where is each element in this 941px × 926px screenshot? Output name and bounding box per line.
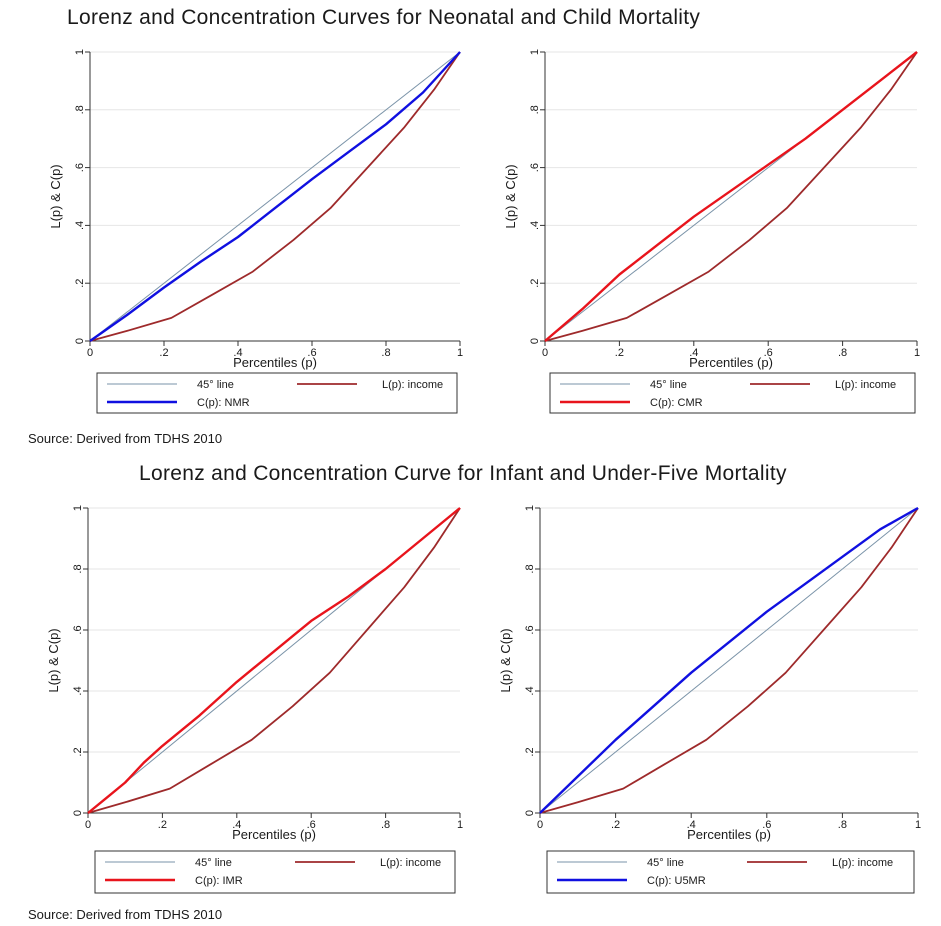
legend-label: C(p): NMR [197, 397, 250, 409]
legend-label: 45° line [197, 379, 234, 391]
x-tick-label: .8 [381, 347, 390, 359]
legend-label: 45° line [647, 857, 684, 869]
x-tick-label: 0 [87, 347, 93, 359]
legend-label: L(p): income [382, 379, 443, 391]
x-tick-label: .6 [764, 347, 773, 359]
x-tick-label: .8 [381, 819, 390, 831]
legend-label: 45° line [650, 379, 687, 391]
x-tick-label: 1 [914, 347, 920, 359]
legend-box [94, 850, 456, 894]
series-line-l-p-income [539, 507, 919, 814]
x-axis-title: Percentiles (p) [233, 355, 317, 370]
chart-panel-2: 0 .2 .4 .6 .8 1 0 .2 .4 .6 .8 1 Percentiles (p) L(p) … [503, 49, 920, 414]
y-tick-label: .8 [529, 105, 541, 114]
series-line-l-p-income [544, 51, 918, 342]
y-tick-label: .8 [74, 105, 86, 114]
y-tick-label: 0 [74, 338, 86, 344]
legend-label: C(p): IMR [195, 875, 243, 887]
series-line-c-p-u5mr [539, 506, 919, 814]
y-tick-label: 0 [529, 338, 541, 344]
y-tick-label: .6 [72, 625, 84, 634]
x-tick-label: .2 [611, 819, 620, 831]
x-tick-label: 0 [542, 347, 548, 359]
figure-title-top: Lorenz and Concentration Curves for Neon… [67, 6, 701, 29]
chart-panel-4: 0 .2 .4 .6 .8 1 0 .2 .4 .6 .8 1 Percentiles (p) L(p) … [498, 505, 921, 894]
y-tick-label: .4 [524, 686, 536, 695]
x-tick-label: .6 [307, 347, 316, 359]
legend-label: C(p): U5MR [647, 875, 706, 887]
y-tick-label: .6 [524, 625, 536, 634]
x-tick-label: .4 [687, 819, 696, 831]
x-tick-label: .6 [307, 819, 316, 831]
x-tick-label: .8 [838, 819, 847, 831]
y-tick-label: .2 [74, 279, 86, 288]
chart-panel-3: 0 .2 .4 .6 .8 1 0 .2 .4 .6 .8 1 Percentiles (p) L(p) … [46, 505, 463, 894]
y-tick-label: .2 [524, 747, 536, 756]
series-line-l-p-income [89, 51, 461, 342]
y-tick-label: .4 [529, 221, 541, 230]
x-axis-title: Percentiles (p) [232, 827, 316, 842]
x-tick-label: 1 [457, 819, 463, 831]
y-axis-title: L(p) & C(p) [503, 164, 518, 228]
legend-box [546, 850, 915, 894]
legend-label: C(p): CMR [650, 397, 703, 409]
x-tick-label: .2 [158, 819, 167, 831]
series-line-c-p-nmr [89, 51, 461, 342]
y-axis-title: L(p) & C(p) [46, 628, 61, 692]
source-note-bottom: Source: Derived from TDHS 2010 [28, 907, 223, 922]
x-tick-label: .8 [838, 347, 847, 359]
x-tick-label: 0 [537, 819, 543, 831]
y-tick-label: 1 [529, 49, 541, 55]
legend-box [96, 372, 458, 414]
series-line-45-line [89, 51, 461, 342]
y-tick-label: 1 [72, 505, 84, 511]
series-line-45-line [539, 507, 919, 814]
y-tick-label: .2 [72, 747, 84, 756]
figure-title-bottom: Lorenz and Concentration Curve for Infan… [139, 462, 787, 485]
y-axis-title: L(p) & C(p) [48, 164, 63, 228]
chart-panel-1: 0 .2 .4 .6 .8 1 0 .2 .4 .6 .8 1 Percentiles (p) L(p) … [48, 49, 463, 414]
y-tick-label: 0 [72, 810, 84, 816]
x-tick-label: .2 [615, 347, 624, 359]
x-tick-label: .4 [689, 347, 698, 359]
legend-box [549, 372, 916, 414]
x-tick-label: 0 [85, 819, 91, 831]
x-axis-title: Percentiles (p) [689, 355, 773, 370]
y-tick-label: 1 [524, 505, 536, 511]
x-tick-label: .6 [762, 819, 771, 831]
x-tick-label: .4 [233, 347, 242, 359]
legend-label: L(p): income [380, 857, 441, 869]
x-tick-label: 1 [915, 819, 921, 831]
y-tick-label: .2 [529, 279, 541, 288]
series-line-l-p-income [87, 507, 461, 814]
y-tick-label: 1 [74, 49, 86, 55]
y-tick-label: .6 [74, 163, 86, 172]
x-tick-label: 1 [457, 347, 463, 359]
y-tick-label: .4 [74, 221, 86, 230]
legend-label: L(p): income [832, 857, 893, 869]
x-axis-title: Percentiles (p) [687, 827, 771, 842]
series-line-c-p-cmr [544, 51, 918, 342]
y-tick-label: .8 [72, 564, 84, 573]
y-axis-title: L(p) & C(p) [498, 628, 513, 692]
legend-label: L(p): income [835, 379, 896, 391]
source-note-top: Source: Derived from TDHS 2010 [28, 431, 223, 446]
series-line-c-p-imr [87, 507, 461, 814]
y-tick-label: .6 [529, 163, 541, 172]
y-tick-label: .4 [72, 686, 84, 695]
x-tick-label: .4 [232, 819, 241, 831]
legend-label: 45° line [195, 857, 232, 869]
y-tick-label: 0 [524, 810, 536, 816]
y-tick-label: .8 [524, 564, 536, 573]
x-tick-label: .2 [159, 347, 168, 359]
